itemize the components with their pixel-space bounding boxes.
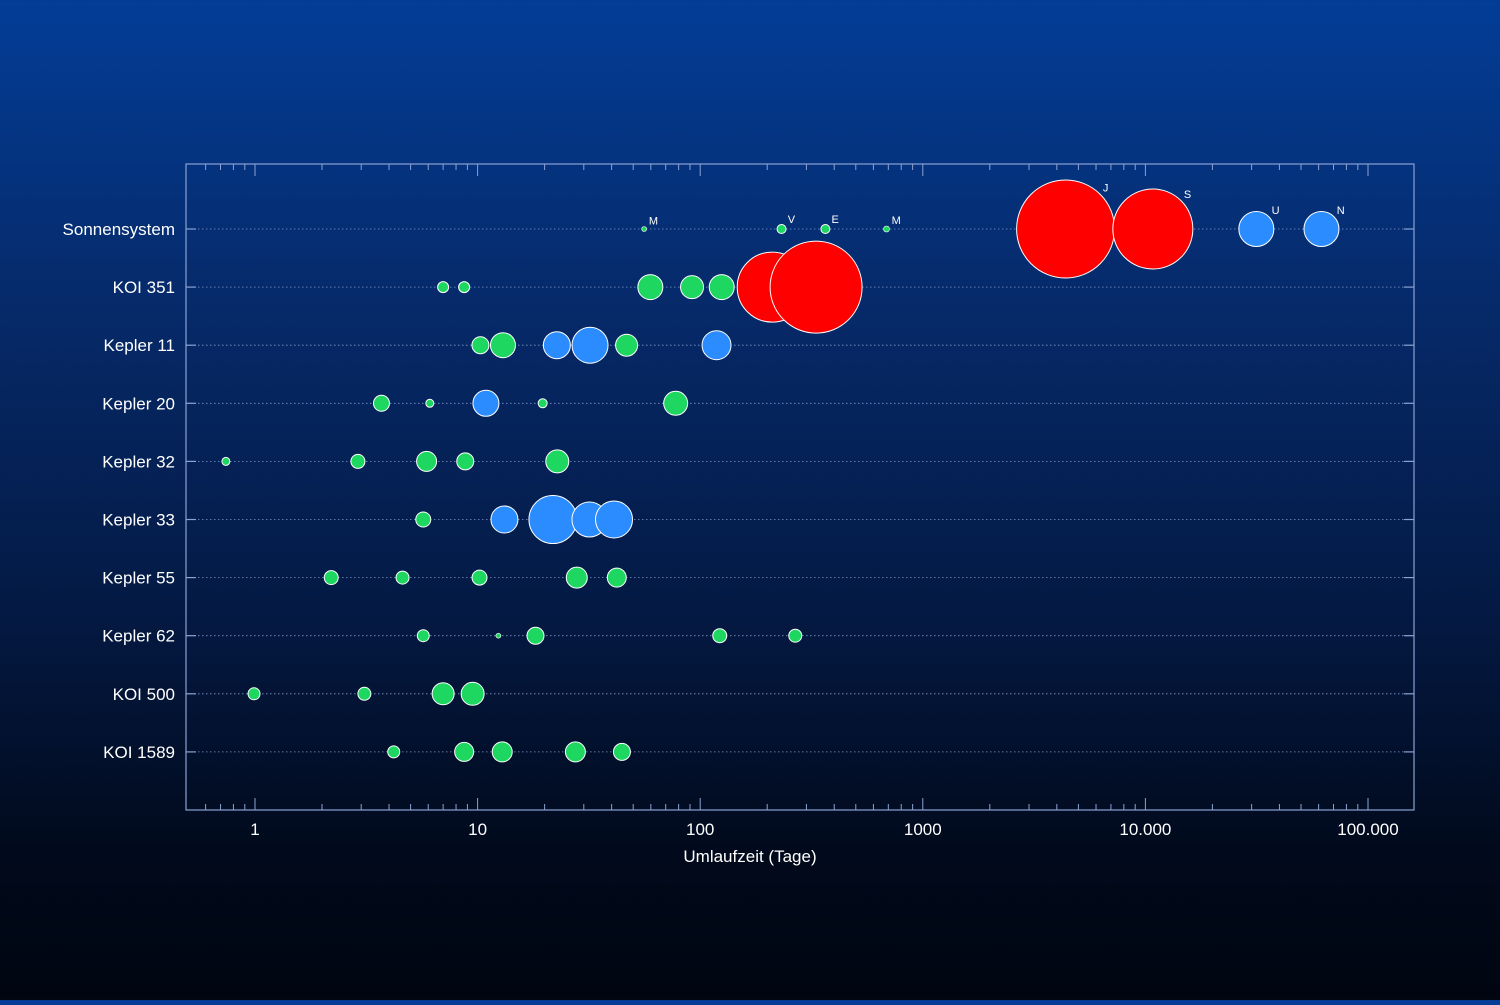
x-tick-label: 10.000 — [1119, 820, 1171, 839]
planet-bubble — [416, 629, 430, 643]
planet-bubble — [1238, 211, 1275, 247]
planet-bubble — [612, 742, 631, 761]
planet-bubble — [565, 566, 588, 589]
y-tick-label: KOI 351 — [113, 278, 175, 297]
planet-bubble — [788, 628, 803, 643]
planet-bubble — [606, 567, 627, 588]
planet-label: J — [1103, 183, 1109, 195]
planet-bubble — [663, 390, 689, 416]
planet-label: N — [1337, 205, 1345, 217]
x-tick-label: 10 — [468, 820, 487, 839]
planet-bubble — [490, 505, 519, 534]
planet-bubble — [1016, 179, 1116, 279]
label-layer: Sonnensystem KOI 351 Kepler 11 Kepler 20 Kep… — [63, 183, 1399, 839]
planet-bubble — [495, 632, 502, 639]
planet-bubble — [395, 570, 410, 585]
bubble-layer — [221, 179, 1340, 763]
planet-bubble — [712, 628, 728, 644]
planet-bubble — [460, 681, 485, 706]
planet-bubble — [571, 326, 609, 364]
x-axis-title: Umlaufzeit (Tage) — [683, 847, 816, 866]
planet-bubble — [372, 394, 390, 412]
planet-bubble — [456, 452, 475, 471]
planet-bubble — [680, 275, 705, 300]
planet-bubble — [491, 741, 513, 763]
planet-bubble — [637, 274, 664, 301]
planet-bubble — [769, 240, 863, 334]
planet-bubble — [472, 389, 500, 417]
frame-layer — [185, 163, 1415, 811]
x-tick-label: 1000 — [904, 820, 942, 839]
planet-bubble — [564, 741, 586, 763]
planet-label: S — [1184, 189, 1191, 201]
planet-bubble — [542, 331, 571, 360]
planet-bubble — [883, 225, 890, 233]
planet-label: M — [649, 215, 658, 227]
planet-bubble — [458, 281, 471, 294]
planet-bubble — [416, 450, 438, 472]
y-tick-label: Kepler 62 — [102, 627, 175, 646]
planet-label: M — [892, 215, 901, 227]
planet-bubble — [615, 333, 639, 357]
plot-frame — [185, 163, 1415, 811]
planet-bubble — [471, 569, 488, 586]
planet-bubble — [701, 330, 732, 361]
planet-bubble — [489, 332, 516, 359]
planet-bubble — [528, 495, 578, 544]
planet-bubble — [425, 398, 435, 408]
planet-bubble — [323, 570, 339, 586]
planet-label: E — [832, 214, 839, 226]
planet-bubble — [387, 745, 401, 759]
planet-bubble — [776, 224, 787, 234]
planet-bubble — [247, 687, 261, 701]
planet-bubble — [415, 511, 432, 528]
y-tick-label: Kepler 11 — [103, 336, 175, 355]
planet-bubble — [1112, 188, 1194, 270]
planet-bubble — [221, 456, 231, 466]
planet-bubble — [471, 336, 490, 355]
y-tick-label: KOI 1589 — [103, 743, 175, 762]
planet-bubble — [437, 281, 450, 294]
planet-bubble — [820, 224, 831, 234]
planet-bubble — [350, 453, 366, 469]
planet-bubble — [545, 449, 570, 474]
y-tick-label: Kepler 55 — [102, 569, 175, 588]
planet-label: V — [788, 214, 796, 226]
planet-bubble — [708, 274, 735, 301]
planet-bubble — [595, 500, 634, 539]
y-tick-label: Kepler 32 — [102, 452, 175, 471]
planet-bubble — [537, 398, 548, 409]
y-tick-label: Sonnensystem — [63, 220, 175, 239]
planet-bubble — [526, 626, 545, 645]
planet-bubble — [431, 682, 455, 706]
planet-label: U — [1272, 205, 1280, 217]
x-tick-label: 100.000 — [1337, 820, 1398, 839]
x-tick-label: 1 — [250, 820, 259, 839]
planet-bubble — [641, 226, 647, 232]
planet-bubble — [454, 741, 475, 762]
planet-bubble — [1303, 211, 1340, 247]
planet-bubble — [357, 686, 372, 701]
y-tick-label: Kepler 20 — [102, 394, 175, 413]
y-tick-label: Kepler 33 — [102, 511, 175, 530]
x-tick-label: 100 — [686, 820, 714, 839]
y-tick-label: KOI 500 — [113, 685, 175, 704]
